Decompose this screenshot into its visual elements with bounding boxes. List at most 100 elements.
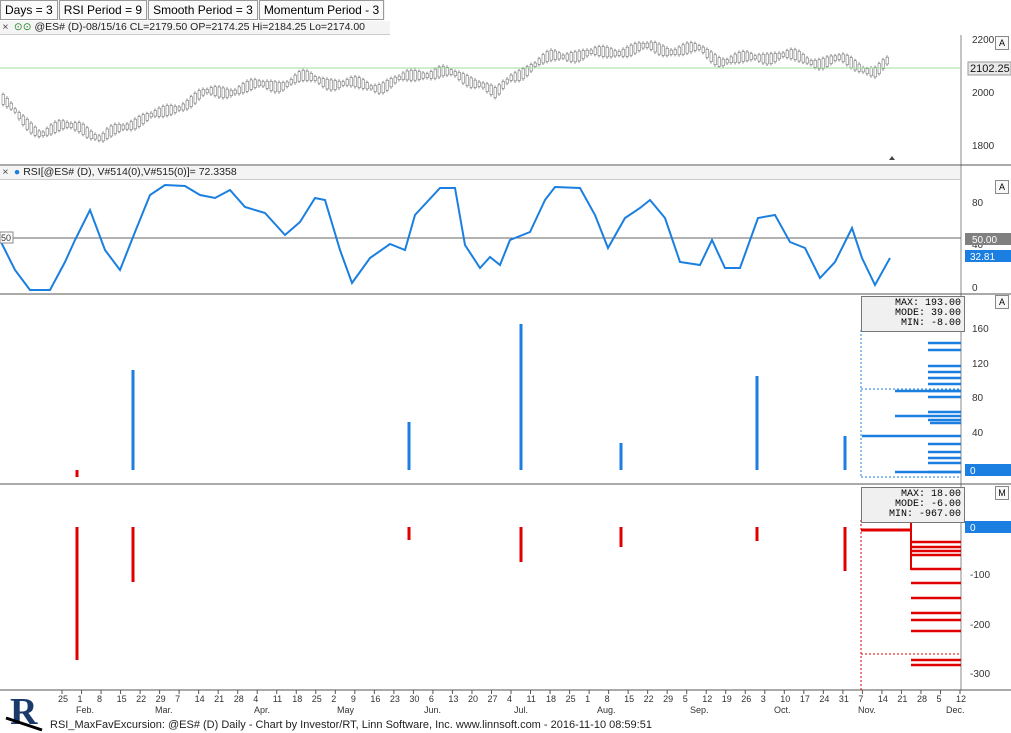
mfe-stats-box: MAX: 193.00 MODE: 39.00 MIN: -8.00 bbox=[861, 296, 965, 332]
x-tick-label: 7 bbox=[858, 694, 863, 704]
x-tick-label: 4 bbox=[253, 694, 258, 704]
mfe-current-label: 0 bbox=[970, 466, 976, 477]
param-rsi-period[interactable]: RSI Period = 9 bbox=[58, 0, 148, 20]
x-tick-label: 9 bbox=[351, 694, 356, 704]
x-month-label: Feb. bbox=[76, 705, 94, 715]
price-tick-2200: 2200 bbox=[972, 35, 995, 46]
x-tick-label: 6 bbox=[429, 694, 434, 704]
x-tick-label: 8 bbox=[605, 694, 610, 704]
mae-current-label: 0 bbox=[970, 523, 976, 534]
close-icon[interactable]: × bbox=[2, 166, 9, 178]
x-tick-label: 4 bbox=[507, 694, 512, 704]
x-tick-label: 22 bbox=[644, 694, 654, 704]
x-tick-label: 31 bbox=[839, 694, 849, 704]
x-tick-label: 25 bbox=[58, 694, 68, 704]
x-month-label: Apr. bbox=[254, 705, 270, 715]
mfe-bars bbox=[75, 324, 961, 478]
x-tick-label: 23 bbox=[390, 694, 400, 704]
x-tick-label: 29 bbox=[663, 694, 673, 704]
x-tick-label: 11 bbox=[273, 694, 282, 704]
rsi-scale-button[interactable]: A bbox=[995, 180, 1009, 194]
footer-caption: RSI_MaxFavExcursion: @ES# (D) Daily - Ch… bbox=[50, 719, 652, 731]
x-tick-label: 24 bbox=[819, 694, 829, 704]
x-month-label: Oct. bbox=[774, 705, 791, 715]
mfe-max: MAX: 193.00 bbox=[894, 298, 961, 309]
price-title-text: @ES# (D)-08/15/16 CL=2179.50 OP=2174.25 … bbox=[34, 21, 366, 33]
x-tick-label: 20 bbox=[468, 694, 478, 704]
mae-scale-button[interactable]: M bbox=[995, 486, 1009, 500]
x-month-label: Aug. bbox=[597, 705, 616, 715]
price-current-label: 2102.25 bbox=[970, 63, 1010, 75]
x-tick-label: 13 bbox=[448, 694, 458, 704]
param-days[interactable]: Days = 3 bbox=[0, 0, 58, 20]
x-tick-label: 30 bbox=[409, 694, 419, 704]
x-tick-label: 5 bbox=[936, 694, 941, 704]
mae-max: MAX: 18.00 bbox=[900, 489, 961, 500]
x-tick-label: 18 bbox=[292, 694, 302, 704]
param-smooth-period[interactable]: Smooth Period = 3 bbox=[148, 0, 258, 20]
x-tick-label: 21 bbox=[897, 694, 907, 704]
x-month-label: Jul. bbox=[514, 705, 528, 715]
mfe-tick-80: 80 bbox=[972, 393, 984, 404]
x-tick-label: 28 bbox=[917, 694, 927, 704]
x-tick-label: 1 bbox=[78, 694, 83, 704]
x-tick-label: 25 bbox=[312, 694, 322, 704]
mae-bars bbox=[75, 520, 961, 690]
rsi-pane-title: × ● RSI[@ES# (D), V#514(0),V#515(0)]= 72… bbox=[0, 166, 960, 180]
x-tick-label: 21 bbox=[214, 694, 224, 704]
x-tick-label: 15 bbox=[117, 694, 127, 704]
price-scale-button[interactable]: A bbox=[995, 36, 1009, 50]
lock-icon: ⊙⊙ bbox=[13, 21, 32, 33]
x-month-label: Sep. bbox=[690, 705, 709, 715]
axis-labels: 2200 2000 1800 80 40 0 160 120 80 40 -10… bbox=[970, 35, 995, 680]
x-tick-label: 26 bbox=[741, 694, 751, 704]
parameter-toolbar: Days = 3 RSI Period = 9 Smooth Period = … bbox=[0, 0, 386, 20]
close-icon[interactable]: × bbox=[2, 21, 9, 33]
x-tick-label: 8 bbox=[97, 694, 102, 704]
price-candles bbox=[0, 40, 961, 160]
x-tick-label: 27 bbox=[487, 694, 497, 704]
dot-icon: ● bbox=[13, 166, 21, 178]
price-tick-2000: 2000 bbox=[972, 88, 995, 99]
mae-min: MIN: -967.00 bbox=[888, 509, 961, 520]
mae-mode: MODE: -6.00 bbox=[894, 499, 961, 510]
x-tick-label: 17 bbox=[800, 694, 810, 704]
mfe-min: MIN: -8.00 bbox=[900, 318, 961, 329]
x-tick-label: 16 bbox=[370, 694, 380, 704]
price-pane-title: × ⊙⊙ @ES# (D)-08/15/16 CL=2179.50 OP=217… bbox=[0, 21, 390, 35]
x-axis: 25 1 8 15 22 29 7 14 21 28 4 11 18 25 2 9 16 23 30 6 13 20 27 4… bbox=[58, 690, 966, 715]
rsi-line bbox=[0, 183, 961, 291]
x-month-label: Jun. bbox=[424, 705, 441, 715]
mae-tick-m300: -300 bbox=[970, 669, 990, 680]
mfe-mode: MODE: 39.00 bbox=[894, 308, 961, 319]
x-tick-label: 14 bbox=[878, 694, 888, 704]
mae-stats-box: MAX: 18.00 MODE: -6.00 MIN: -967.00 bbox=[861, 487, 965, 523]
mfe-scale-button[interactable]: A bbox=[995, 295, 1009, 309]
x-tick-label: 29 bbox=[156, 694, 166, 704]
x-tick-label: 14 bbox=[195, 694, 205, 704]
mae-tick-m200: -200 bbox=[970, 620, 990, 631]
investor-rt-logo: R bbox=[5, 691, 43, 732]
x-tick-label: 15 bbox=[624, 694, 634, 704]
x-tick-label: 1 bbox=[585, 694, 590, 704]
mae-tick-m100: -100 bbox=[970, 570, 990, 581]
x-tick-label: 3 bbox=[761, 694, 766, 704]
x-tick-label: 5 bbox=[683, 694, 688, 704]
mfe-tick-40: 40 bbox=[972, 428, 984, 439]
x-tick-label: 12 bbox=[956, 694, 966, 704]
mfe-tick-160: 160 bbox=[972, 324, 989, 335]
x-tick-label: 10 bbox=[780, 694, 790, 704]
x-month-label: May bbox=[337, 705, 355, 715]
param-momentum-period[interactable]: Momentum Period - 3 bbox=[258, 0, 385, 20]
rsi-left-marker: 50 bbox=[1, 233, 11, 243]
x-tick-label: 25 bbox=[566, 694, 576, 704]
x-month-label: Nov. bbox=[858, 705, 876, 715]
rsi-tick-80: 80 bbox=[972, 198, 984, 209]
rsi-title-text: RSI[@ES# (D), V#514(0),V#515(0)]= 72.335… bbox=[23, 166, 237, 178]
mfe-tick-120: 120 bbox=[972, 359, 989, 370]
x-tick-label: 12 bbox=[702, 694, 712, 704]
x-tick-label: 19 bbox=[722, 694, 732, 704]
x-tick-label: 11 bbox=[527, 694, 536, 704]
rsi-level-label: 50.00 bbox=[972, 235, 997, 246]
